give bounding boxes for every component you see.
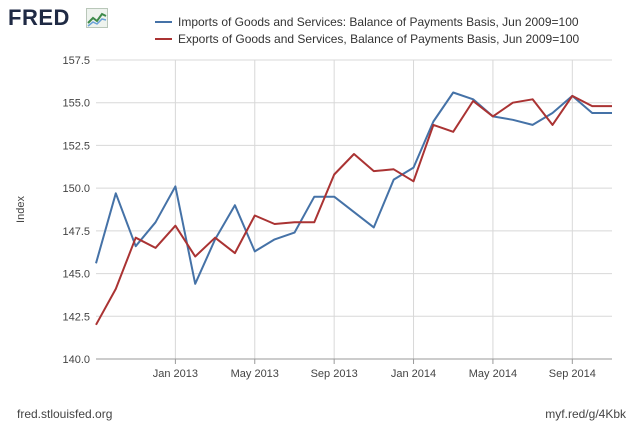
legend-label-exports: Exports of Goods and Services, Balance o… [178, 31, 580, 46]
x-tick-label: May 2013 [231, 368, 279, 380]
legend-item-exports[interactable]: Exports of Goods and Services, Balance o… [155, 30, 579, 47]
x-tick-label: May 2014 [469, 368, 517, 380]
x-tick-label: Sep 2013 [311, 368, 358, 380]
legend-swatch-exports [155, 37, 172, 40]
x-tick-label: Sep 2014 [549, 368, 596, 380]
short-link[interactable]: myf.red/g/4Kbk [545, 407, 626, 421]
y-tick-label: 140.0 [62, 354, 90, 366]
y-tick-label: 147.5 [62, 226, 90, 238]
y-tick-label: 152.5 [62, 140, 90, 152]
exports-series-line [95, 94, 612, 326]
imports-series-line [95, 91, 612, 285]
plot-area [96, 60, 612, 359]
x-tick-label: Jan 2013 [153, 368, 198, 380]
graph-mark-icon [86, 8, 108, 28]
y-tick-label: 150.0 [62, 183, 90, 195]
legend-item-imports[interactable]: Imports of Goods and Services: Balance o… [155, 13, 579, 30]
y-axis-label: Index [15, 196, 27, 223]
legend-label-imports: Imports of Goods and Services: Balance o… [178, 14, 579, 29]
y-tick-label: 157.5 [62, 55, 90, 67]
legend-swatch-imports [155, 20, 172, 23]
y-tick-label: 145.0 [62, 269, 90, 281]
y-tick-label: 155.0 [62, 98, 90, 110]
chart-legend: Imports of Goods and Services: Balance o… [155, 13, 579, 47]
source-link[interactable]: fred.stlouisfed.org [17, 407, 113, 421]
x-tick-label: Jan 2014 [391, 368, 436, 380]
y-tick-label: 142.5 [62, 311, 90, 323]
fred-logo[interactable]: FRED [8, 5, 70, 30]
